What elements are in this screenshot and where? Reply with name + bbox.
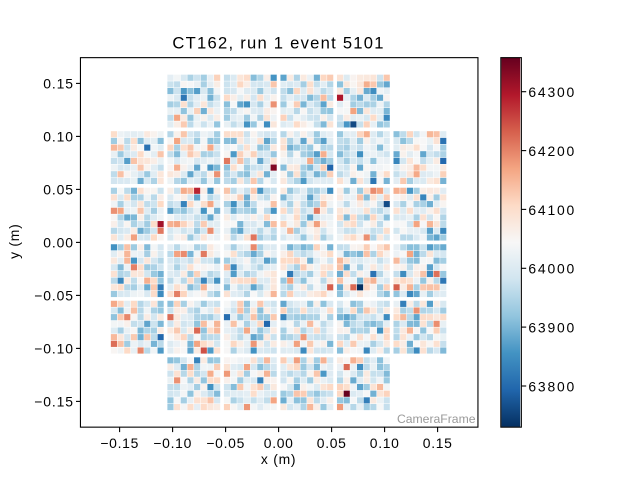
- svg-text:0.00: 0.00: [43, 234, 74, 250]
- svg-text:−0.05: −0.05: [34, 287, 74, 303]
- svg-text:CameraFrame: CameraFrame: [397, 412, 476, 426]
- svg-text:0.10: 0.10: [43, 128, 74, 144]
- svg-text:−0.15: −0.15: [34, 393, 74, 409]
- svg-text:0.15: 0.15: [43, 75, 74, 91]
- svg-text:−0.15: −0.15: [100, 435, 139, 451]
- svg-text:0.00: 0.00: [264, 435, 294, 451]
- svg-text:x (m): x (m): [261, 451, 296, 467]
- svg-text:64300: 64300: [528, 84, 576, 100]
- svg-text:0.05: 0.05: [317, 435, 347, 451]
- svg-text:y (m): y (m): [6, 224, 22, 259]
- svg-text:64100: 64100: [528, 202, 576, 218]
- svg-text:0.15: 0.15: [423, 435, 453, 451]
- svg-text:0.05: 0.05: [43, 181, 74, 197]
- svg-text:63900: 63900: [528, 320, 576, 336]
- svg-text:CT162, run 1 event 5101: CT162, run 1 event 5101: [172, 33, 384, 52]
- svg-text:63800: 63800: [528, 378, 576, 394]
- svg-text:−0.10: −0.10: [153, 435, 192, 451]
- svg-text:−0.05: −0.05: [206, 435, 245, 451]
- svg-text:−0.10: −0.10: [34, 340, 74, 356]
- svg-text:0.10: 0.10: [370, 435, 400, 451]
- svg-text:64000: 64000: [528, 261, 576, 277]
- svg-text:64200: 64200: [528, 143, 576, 159]
